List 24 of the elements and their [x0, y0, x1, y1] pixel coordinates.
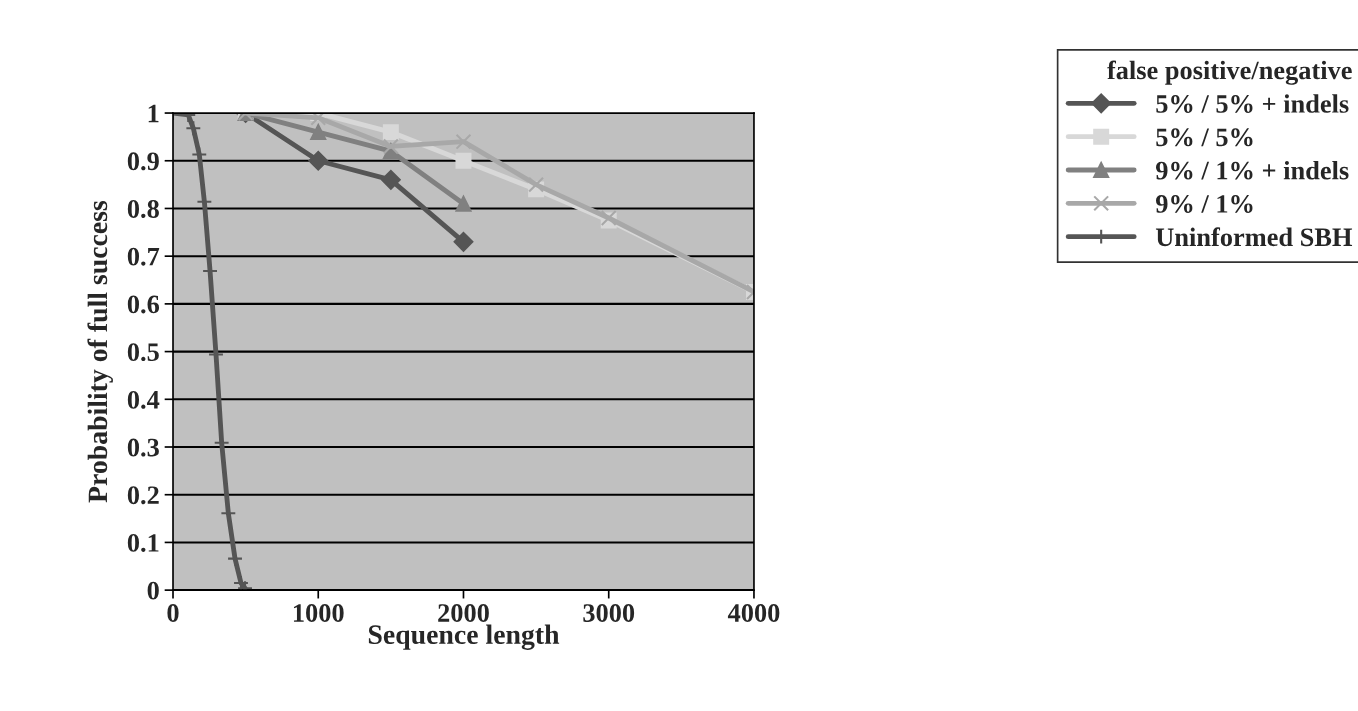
legend-label: 5% / 5% + indels	[1156, 94, 1349, 113]
legend-label: 9% / 1%	[1155, 195, 1253, 213]
y-tick-label: 0.6	[127, 295, 160, 314]
legend-title: false positive/negative	[1107, 60, 1352, 85]
legend-label: 9% / 1% + indels	[1155, 160, 1349, 180]
y-tick-label: 0.5	[127, 343, 159, 362]
y-tick-label: 0.8	[127, 200, 159, 218]
y-tick-label: 0.4	[127, 390, 160, 409]
legend-label: Uninformed SBH	[1155, 227, 1353, 247]
x-tick-label: 1000	[293, 604, 344, 622]
x-tick-label: 3000	[583, 604, 635, 622]
y-tick-label: 0.1	[127, 534, 159, 552]
x-tick-label: 0	[167, 604, 179, 622]
y-tick-label: 0.7	[127, 247, 160, 266]
y-tick-label: 0.9	[127, 152, 159, 171]
y-tick-label: 0	[147, 581, 159, 600]
y-axis-title: Probability of full success	[87, 200, 113, 503]
x-tick-label: 4000	[727, 604, 780, 622]
y-tick-label: 1	[148, 104, 159, 123]
legend-label: 5% / 5%	[1156, 128, 1253, 147]
x-tick-label: 2000	[438, 604, 489, 622]
x-axis-title: Sequence length	[368, 624, 560, 650]
y-tick-label: 0.3	[127, 438, 159, 457]
y-tick-label: 0.2	[127, 486, 159, 505]
